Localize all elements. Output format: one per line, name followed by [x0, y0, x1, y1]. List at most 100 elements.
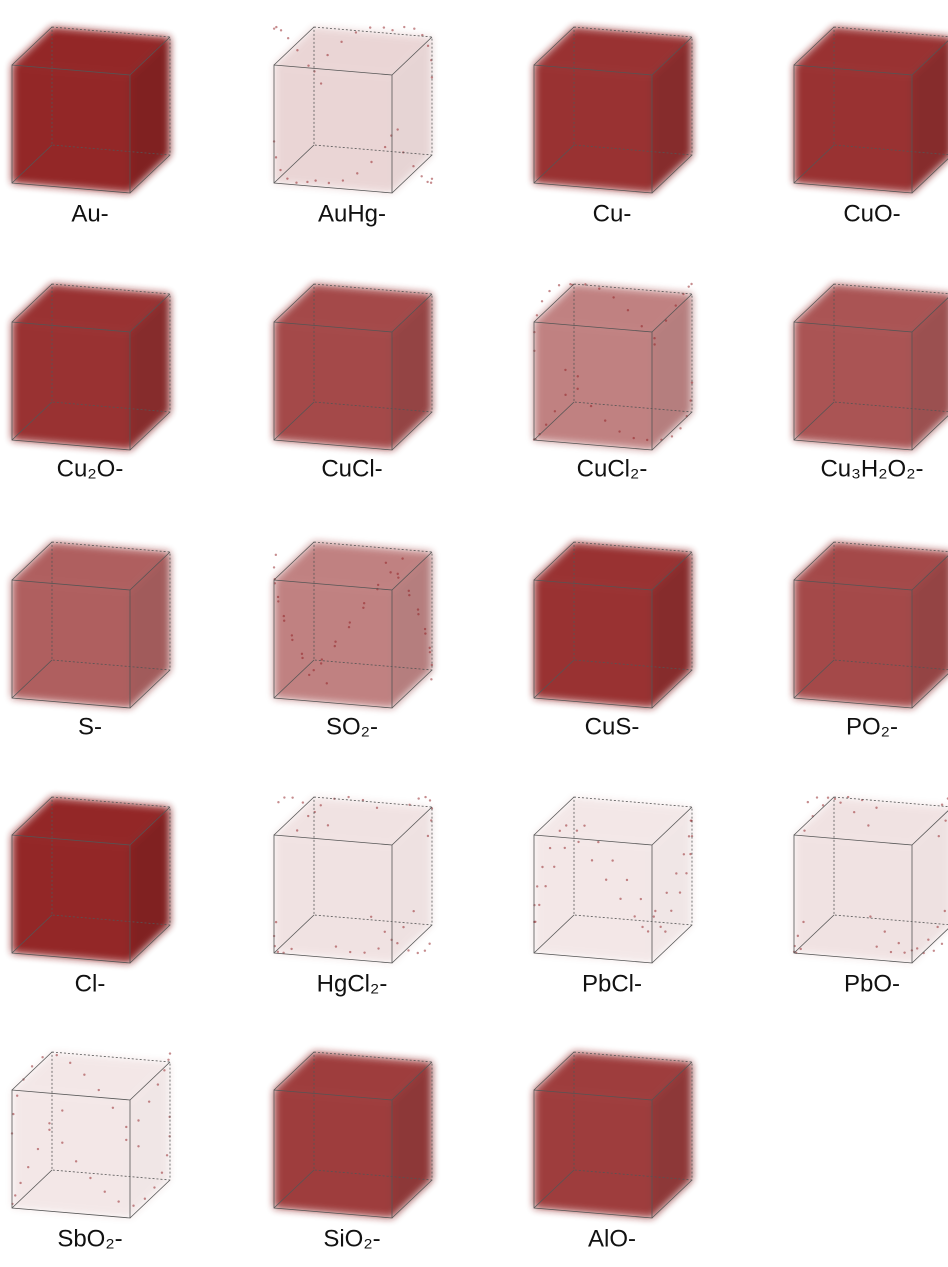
speckle [941, 943, 943, 945]
speckle [321, 658, 323, 660]
speckle [420, 175, 422, 177]
cube-volume [794, 284, 948, 450]
speckle [275, 156, 277, 158]
speckle [41, 1056, 43, 1058]
speckle [283, 619, 285, 621]
speckle [549, 847, 551, 849]
speckle [577, 375, 579, 377]
speckle [688, 285, 690, 287]
speckle [307, 64, 309, 66]
panel-label: Cl- [75, 970, 106, 997]
speckle [349, 621, 351, 623]
cube-front [12, 835, 130, 963]
cube-front [12, 65, 130, 193]
speckle [61, 1142, 63, 1144]
speckle [275, 26, 277, 28]
speckle [396, 942, 398, 944]
speckle [554, 410, 556, 412]
speckle [659, 926, 661, 928]
speckle [431, 178, 433, 180]
speckle [275, 921, 277, 923]
speckle [653, 337, 655, 339]
speckle [807, 801, 809, 803]
cube-volume [274, 1052, 432, 1218]
speckle [646, 439, 648, 441]
speckle [363, 951, 365, 953]
speckle [377, 947, 379, 949]
speckle [576, 829, 578, 831]
speckle [679, 891, 681, 893]
speckle [291, 796, 293, 798]
speckle [334, 641, 336, 643]
cube-volume [274, 27, 432, 193]
speckle [89, 1177, 91, 1179]
speckle [583, 824, 585, 826]
cube-front [534, 1090, 652, 1218]
speckle [287, 37, 289, 39]
speckle [326, 54, 328, 56]
cube-volume [12, 284, 170, 450]
speckle [377, 584, 379, 586]
panel-label: PbO- [844, 970, 900, 997]
speckle [283, 796, 285, 798]
cube-panel: PO₂- [794, 542, 948, 740]
speckle [376, 807, 378, 809]
speckle [564, 847, 566, 849]
panel-label: SbO₂- [57, 1225, 122, 1252]
panel-label: AuHg- [318, 200, 386, 227]
speckle [169, 1052, 171, 1054]
cube-volume [794, 542, 948, 708]
speckle [689, 853, 691, 855]
speckle [428, 943, 430, 945]
speckle [137, 1119, 139, 1121]
speckle [275, 554, 277, 556]
cube-front [534, 322, 652, 450]
speckle [16, 1095, 18, 1097]
panel-label: HgCl₂- [317, 970, 388, 997]
cube-volume [794, 797, 948, 963]
speckle [429, 647, 431, 649]
cube-front [794, 322, 912, 450]
speckle [402, 926, 404, 928]
speckle [545, 423, 547, 425]
speckle [290, 948, 292, 950]
speckle [412, 165, 414, 167]
speckle [347, 796, 349, 798]
speckle [320, 82, 322, 84]
speckle [604, 419, 606, 421]
cube-volume [534, 284, 692, 450]
speckle [340, 41, 342, 43]
speckle [853, 811, 855, 813]
cube-volume [794, 27, 948, 193]
speckle [802, 921, 804, 923]
speckle [296, 829, 298, 831]
speckle [633, 915, 635, 917]
speckle [839, 801, 841, 803]
speckle [157, 1083, 159, 1085]
speckle [327, 824, 329, 826]
speckle [326, 682, 328, 684]
speckle [429, 799, 431, 801]
speckle [280, 29, 282, 31]
speckle [370, 916, 372, 918]
speckle [685, 872, 687, 874]
cube-panel: S- [12, 542, 170, 740]
panel-label: CuO- [843, 200, 900, 227]
speckle [590, 405, 592, 407]
speckle [37, 1148, 39, 1150]
speckle [391, 29, 393, 31]
cube-panel: HgCl₂- [273, 796, 433, 997]
cube-volume [534, 797, 692, 963]
speckle [544, 885, 546, 887]
speckle [541, 300, 543, 302]
speckle [279, 169, 281, 171]
speckle [163, 1069, 165, 1071]
speckle [19, 1182, 21, 1184]
speckle [306, 181, 308, 183]
speckle [564, 369, 566, 371]
speckle [653, 915, 655, 917]
speckle [875, 807, 877, 809]
speckle [611, 859, 613, 861]
speckle [401, 557, 403, 559]
speckle [679, 427, 681, 429]
